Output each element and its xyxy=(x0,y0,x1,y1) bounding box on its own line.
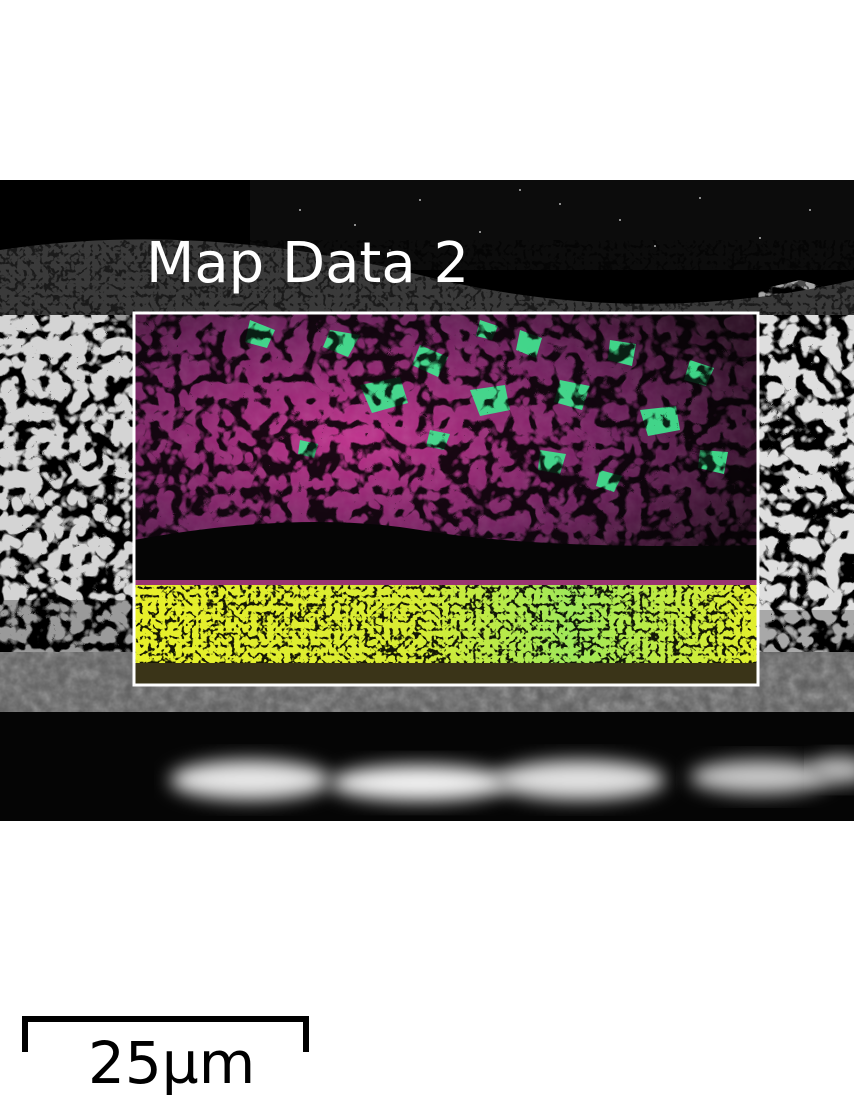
sem-grey-left xyxy=(0,270,134,685)
sem-grey-right xyxy=(758,280,854,685)
element-map xyxy=(134,313,758,685)
scale-bar xyxy=(22,1016,309,1052)
scale-bar-label: 25µm xyxy=(88,1029,256,1097)
sem-micrograph xyxy=(0,180,854,821)
map-data-label: Map Data 2 xyxy=(146,231,470,296)
map-region-outline xyxy=(132,311,760,687)
sem-granular-band xyxy=(0,239,854,315)
